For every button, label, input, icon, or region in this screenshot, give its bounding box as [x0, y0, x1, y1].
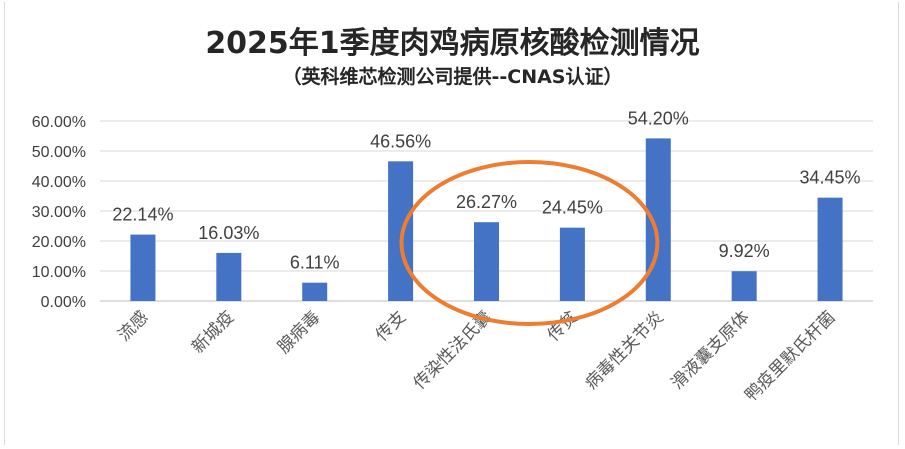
y-tick-label: 60.00%	[32, 114, 86, 131]
category-label: 病毒性关节炎	[582, 307, 668, 393]
chart-title: 2025年1季度肉鸡病原核酸检测情况	[205, 26, 700, 61]
category-label: 鸭疫里默氏杆菌	[741, 307, 839, 405]
category-label: 腺病毒	[274, 307, 324, 357]
data-label: 22.14%	[112, 205, 173, 225]
y-tick-label: 0.00%	[41, 294, 86, 311]
data-label: 16.03%	[198, 223, 259, 243]
data-label: 54.20%	[628, 108, 689, 128]
category-label: 流感	[114, 307, 152, 345]
data-label: 34.45%	[800, 168, 861, 188]
highlight-ellipse	[399, 160, 660, 326]
bar	[559, 227, 585, 301]
category-label: 传贫	[544, 307, 582, 345]
category-label: 滑液囊支原体	[667, 307, 753, 393]
bar	[302, 282, 328, 301]
data-label: 24.45%	[542, 198, 603, 218]
bar	[474, 222, 499, 301]
category-label: 新城疫	[188, 307, 238, 357]
bar	[731, 271, 757, 301]
data-label: 6.11%	[290, 253, 340, 273]
y-tick-label: 40.00%	[32, 174, 86, 191]
bar	[388, 161, 414, 301]
chart-frame	[4, 2, 899, 445]
category-label: 传支	[372, 307, 410, 345]
y-tick-label: 50.00%	[32, 144, 86, 161]
data-label: 46.56%	[370, 131, 431, 151]
bar	[216, 252, 242, 301]
bar	[130, 234, 156, 301]
bar	[645, 138, 671, 301]
data-label: 9.92%	[719, 241, 770, 261]
y-tick-label: 30.00%	[32, 204, 86, 221]
bar	[817, 197, 843, 301]
y-tick-label: 10.00%	[32, 264, 86, 281]
y-tick-label: 20.00%	[32, 234, 86, 251]
data-label: 26.27%	[456, 192, 517, 212]
chart-subtitle: （英科维芯检测公司提供--CNAS认证）	[282, 66, 623, 88]
